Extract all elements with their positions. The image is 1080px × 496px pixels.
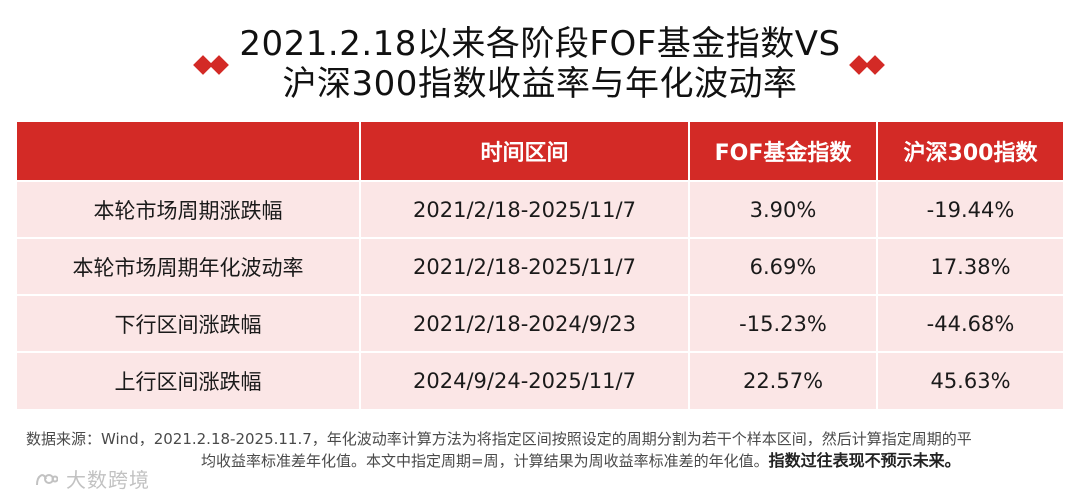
title-line-1: 2021.2.18以来各阶段FOF基金指数VS [239, 24, 841, 64]
note-line-1: 数据来源：Wind，2021.2.18-2025.11.7，年化波动率计算方法为… [26, 430, 972, 448]
source-note: 数据来源：Wind，2021.2.18-2025.11.7，年化波动率计算方法为… [26, 428, 1066, 472]
cell-period: 2021/2/18-2025/11/7 [359, 180, 689, 238]
comparison-table: 时间区间 FOF基金指数 沪深300指数 本轮市场周期涨跌幅 2021/2/18… [17, 122, 1063, 409]
header-cell-period: 时间区间 [359, 122, 689, 181]
cell-csi300: -19.44% [876, 180, 1063, 238]
cell-period: 2021/2/18-2024/9/23 [359, 294, 689, 352]
note-line-2-text: 均收益率标准差年化值。本文中指定周期=周，计算结果为周收益率标准差的年化值。 [201, 452, 769, 470]
logo-icon [36, 473, 58, 485]
cell-fof: -15.23% [688, 294, 877, 352]
table-row: 本轮市场周期年化波动率 2021/2/18-2025/11/7 6.69% 17… [17, 237, 1063, 295]
disclaimer-text: 指数过往表现不预示未来。 [768, 451, 961, 470]
cell-metric: 本轮市场周期年化波动率 [17, 237, 360, 295]
header-cell-metric [17, 122, 360, 181]
table-header-row: 时间区间 FOF基金指数 沪深300指数 [17, 122, 1063, 181]
header-cell-fof: FOF基金指数 [688, 122, 877, 181]
cell-csi300: 45.63% [876, 351, 1063, 409]
cell-metric: 下行区间涨跌幅 [17, 294, 360, 352]
cell-fof: 6.69% [688, 237, 877, 295]
watermark-text: 大数跨境 [66, 468, 150, 492]
note-line-2: 均收益率标准差年化值。本文中指定周期=周，计算结果为周收益率标准差的年化值。指数… [26, 450, 1066, 472]
cell-csi300: -44.68% [876, 294, 1063, 352]
cell-metric: 上行区间涨跌幅 [17, 351, 360, 409]
cell-period: 2024/9/24-2025/11/7 [359, 351, 689, 409]
watermark: 大数跨境 [34, 464, 150, 493]
page-title: 2021.2.18以来各阶段FOF基金指数VS 沪深300指数收益率与年化波动率 [0, 24, 1080, 104]
cell-fof: 22.57% [688, 351, 877, 409]
cell-period: 2021/2/18-2025/11/7 [359, 237, 689, 295]
table-row: 本轮市场周期涨跌幅 2021/2/18-2025/11/7 3.90% -19.… [17, 180, 1063, 238]
cell-csi300: 17.38% [876, 237, 1063, 295]
title-line-2: 沪深300指数收益率与年化波动率 [282, 64, 798, 104]
table-row: 上行区间涨跌幅 2024/9/24-2025/11/7 22.57% 45.63… [17, 351, 1063, 409]
table-row: 下行区间涨跌幅 2021/2/18-2024/9/23 -15.23% -44.… [17, 294, 1063, 352]
cell-metric: 本轮市场周期涨跌幅 [17, 180, 360, 238]
header-cell-csi300: 沪深300指数 [876, 122, 1063, 181]
cell-fof: 3.90% [688, 180, 877, 238]
